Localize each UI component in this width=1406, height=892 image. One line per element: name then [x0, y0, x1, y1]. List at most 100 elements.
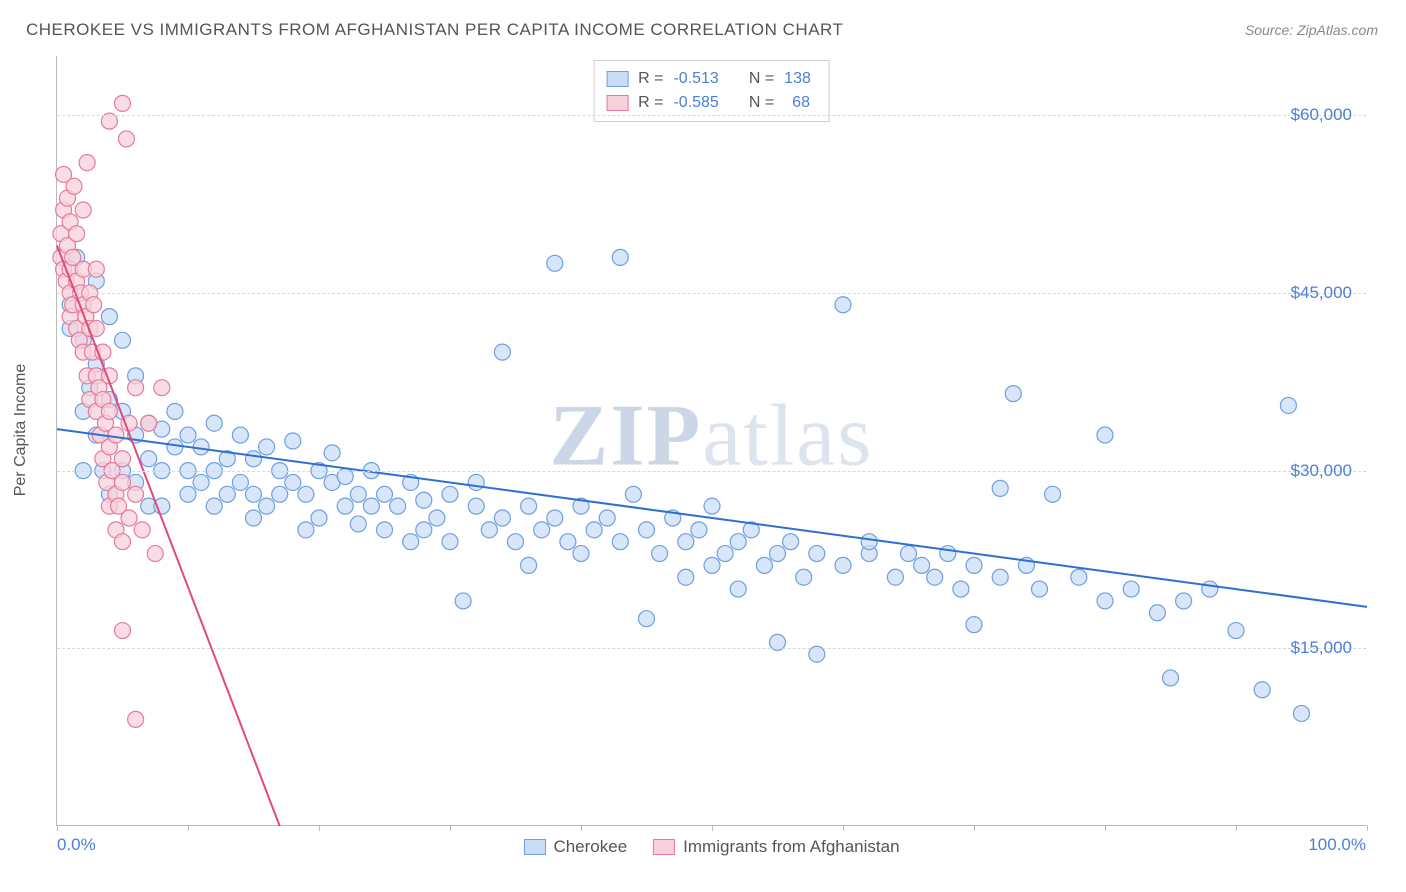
data-point — [118, 131, 134, 147]
data-point — [442, 486, 458, 502]
data-point — [75, 202, 91, 218]
data-point — [835, 557, 851, 573]
data-point — [1005, 386, 1021, 402]
data-point — [730, 534, 746, 550]
legend-stats-row-0: R = -0.513 N = 138 — [606, 67, 811, 91]
data-point — [717, 546, 733, 562]
x-min-label: 0.0% — [57, 835, 96, 855]
data-point — [1097, 593, 1113, 609]
x-tick — [1367, 825, 1368, 831]
data-point — [992, 480, 1008, 496]
data-point — [246, 486, 262, 502]
data-point — [1202, 581, 1218, 597]
data-point — [494, 344, 510, 360]
data-point — [1097, 427, 1113, 443]
data-point — [455, 593, 471, 609]
data-point — [1149, 605, 1165, 621]
data-point — [468, 498, 484, 514]
data-point — [809, 546, 825, 562]
n-value-1: 68 — [784, 94, 810, 112]
data-point — [639, 611, 655, 627]
data-point — [966, 557, 982, 573]
data-point — [927, 569, 943, 585]
n-value-0: 138 — [784, 70, 811, 88]
chart-svg — [57, 56, 1366, 825]
data-point — [547, 510, 563, 526]
data-point — [115, 534, 131, 550]
data-point — [429, 510, 445, 526]
data-point — [377, 522, 393, 538]
data-point — [625, 486, 641, 502]
data-point — [298, 486, 314, 502]
legend-series: Cherokee Immigrants from Afghanistan — [523, 837, 899, 857]
data-point — [79, 155, 95, 171]
gridline — [57, 648, 1366, 649]
data-point — [115, 332, 131, 348]
data-point — [350, 486, 366, 502]
data-point — [115, 451, 131, 467]
data-point — [612, 534, 628, 550]
data-point — [180, 486, 196, 502]
x-tick — [843, 825, 844, 831]
data-point — [442, 534, 458, 550]
data-point — [193, 439, 209, 455]
gridline — [57, 293, 1366, 294]
data-point — [547, 255, 563, 271]
data-point — [416, 522, 432, 538]
y-tick-label: $45,000 — [1291, 283, 1352, 303]
data-point — [481, 522, 497, 538]
data-point — [86, 297, 102, 313]
data-point — [573, 546, 589, 562]
data-point — [521, 557, 537, 573]
data-point — [141, 451, 157, 467]
data-point — [770, 546, 786, 562]
r-value-1: -0.585 — [673, 94, 718, 112]
data-point — [639, 522, 655, 538]
y-tick-label: $15,000 — [1291, 638, 1352, 658]
x-tick — [188, 825, 189, 831]
data-point — [141, 415, 157, 431]
data-point — [494, 510, 510, 526]
legend-item-0: Cherokee — [523, 837, 627, 857]
data-point — [363, 498, 379, 514]
data-point — [69, 226, 85, 242]
data-point — [246, 510, 262, 526]
y-axis-label: Per Capita Income — [12, 364, 30, 497]
data-point — [861, 534, 877, 550]
data-point — [121, 510, 137, 526]
data-point — [259, 439, 275, 455]
data-point — [940, 546, 956, 562]
data-point — [390, 498, 406, 514]
legend-swatch-0 — [606, 71, 628, 87]
data-point — [835, 297, 851, 313]
data-point — [377, 486, 393, 502]
data-point — [586, 522, 602, 538]
data-point — [115, 623, 131, 639]
data-point — [678, 534, 694, 550]
data-point — [1254, 682, 1270, 698]
data-point — [180, 427, 196, 443]
data-point — [416, 492, 432, 508]
source-name: ZipAtlas.com — [1297, 22, 1378, 38]
data-point — [259, 498, 275, 514]
r-label: R = — [638, 70, 663, 88]
data-point — [992, 569, 1008, 585]
data-point — [115, 474, 131, 490]
data-point — [350, 516, 366, 532]
data-point — [534, 522, 550, 538]
y-tick-label: $60,000 — [1291, 105, 1352, 125]
data-point — [966, 617, 982, 633]
data-point — [887, 569, 903, 585]
legend-swatch-series-1 — [653, 839, 675, 855]
data-point — [953, 581, 969, 597]
data-point — [1176, 593, 1192, 609]
n-label: N = — [749, 94, 774, 112]
data-point — [730, 581, 746, 597]
r-label: R = — [638, 94, 663, 112]
plot-area: ZIPatlas R = -0.513 N = 138 R = -0.585 N… — [56, 56, 1366, 826]
x-tick — [581, 825, 582, 831]
data-point — [272, 486, 288, 502]
data-point — [232, 427, 248, 443]
x-tick — [57, 825, 58, 831]
data-point — [232, 474, 248, 490]
